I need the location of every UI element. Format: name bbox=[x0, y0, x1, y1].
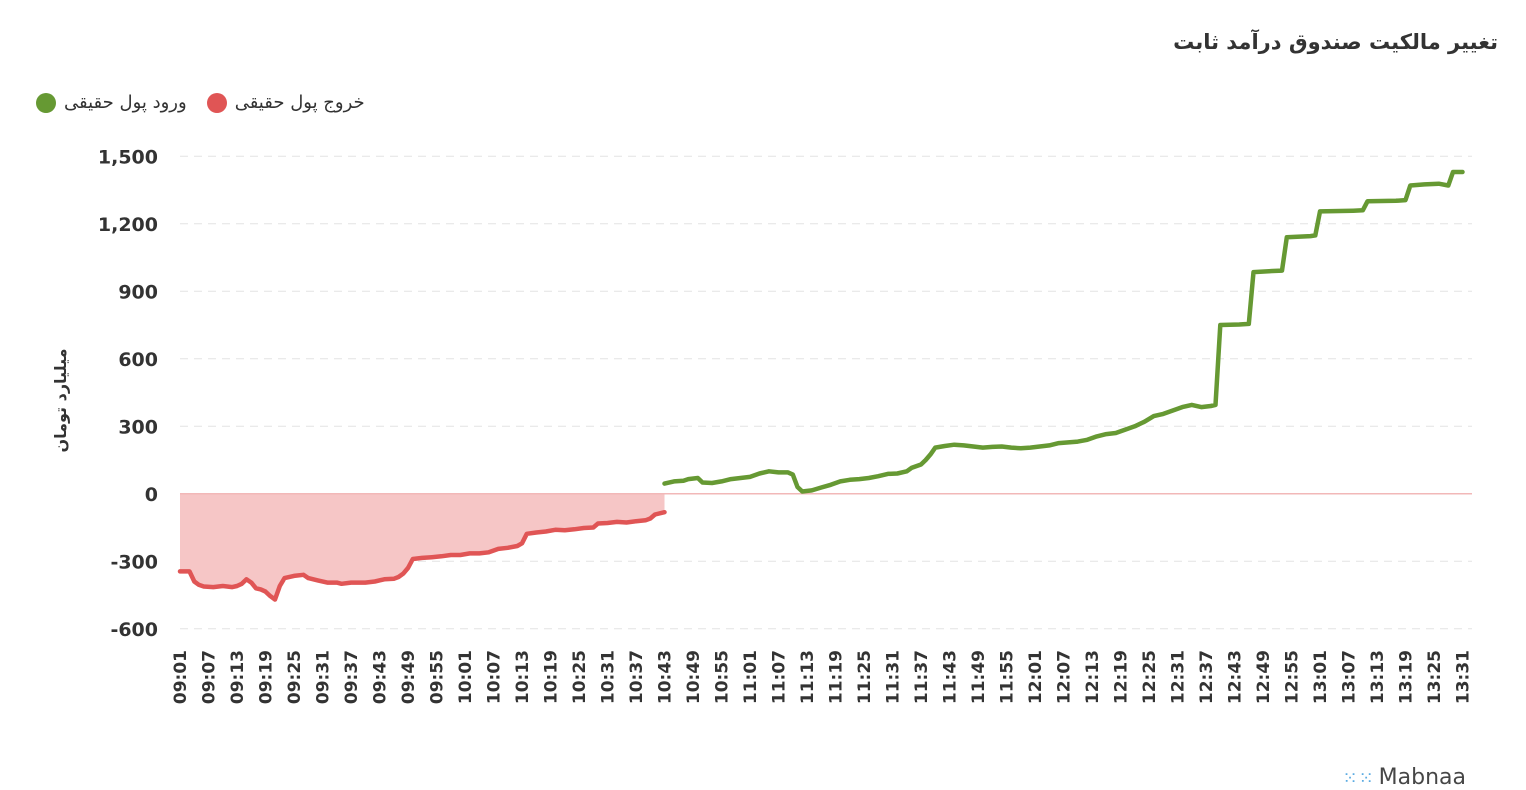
y-tick-label: -600 bbox=[110, 619, 158, 641]
x-tick-label: 11:01 bbox=[741, 650, 761, 704]
x-tick-label: 09:07 bbox=[200, 650, 220, 704]
x-tick-label: 09:19 bbox=[257, 650, 277, 704]
legend-item-outflow[interactable]: خروج پول حقیقی bbox=[206, 92, 365, 113]
y-tick-label: 900 bbox=[118, 281, 158, 303]
x-tick-label: 10:19 bbox=[542, 650, 562, 704]
watermark: ⁙⁙ Mabnaa bbox=[1342, 765, 1466, 790]
x-tick-label: 12:49 bbox=[1254, 650, 1274, 704]
y-axis-label: میلیارد تومان bbox=[51, 348, 70, 452]
x-tick-label: 13:19 bbox=[1397, 650, 1417, 704]
x-tick-label: 11:55 bbox=[998, 650, 1018, 704]
x-tick-label: 10:07 bbox=[485, 650, 505, 704]
watermark-logo-icon: ⁙⁙ bbox=[1342, 768, 1375, 789]
x-tick-label: 10:13 bbox=[513, 650, 533, 704]
x-tick-label: 12:07 bbox=[1055, 650, 1075, 704]
x-tick-label: 12:55 bbox=[1283, 650, 1303, 704]
x-tick-label: 13:31 bbox=[1454, 650, 1474, 704]
x-tick-label: 10:55 bbox=[713, 650, 733, 704]
x-tick-label: 10:43 bbox=[656, 650, 676, 704]
x-tick-label: 11:31 bbox=[884, 650, 904, 704]
y-tick-label: 1,200 bbox=[98, 214, 158, 236]
x-tick-label: 10:01 bbox=[456, 650, 476, 704]
watermark-text: Mabnaa bbox=[1378, 765, 1466, 790]
x-tick-label: 11:25 bbox=[855, 650, 875, 704]
chart-legend: ورود پول حقیقی خروج پول حقیقی bbox=[36, 92, 365, 113]
x-tick-label: 10:37 bbox=[627, 650, 647, 704]
x-tick-label: 10:25 bbox=[570, 650, 590, 704]
x-tick-label: 11:43 bbox=[941, 650, 961, 704]
x-tick-label: 12:31 bbox=[1169, 650, 1189, 704]
outflow-series-line bbox=[177, 509, 667, 602]
x-tick-label: 12:37 bbox=[1197, 650, 1217, 704]
x-tick-label: 09:25 bbox=[285, 650, 305, 704]
y-tick-label: 0 bbox=[145, 484, 158, 506]
x-tick-label: 13:01 bbox=[1311, 650, 1331, 704]
x-tick-label: 09:31 bbox=[314, 650, 334, 704]
y-tick-label: 1,500 bbox=[98, 146, 158, 168]
y-tick-label: -300 bbox=[110, 551, 158, 573]
x-tick-label: 12:01 bbox=[1026, 650, 1046, 704]
x-tick-label: 12:13 bbox=[1083, 650, 1103, 704]
legend-dot-inflow-icon bbox=[36, 92, 56, 113]
y-tick-label: 600 bbox=[118, 349, 158, 371]
x-tick-label: 11:37 bbox=[912, 650, 932, 704]
x-tick-label: 12:25 bbox=[1140, 650, 1160, 704]
chart-title: تغییر مالکیت صندوق درآمد ثابت bbox=[1173, 30, 1498, 54]
x-tick-label: 10:49 bbox=[684, 650, 704, 704]
x-tick-label: 09:49 bbox=[399, 650, 419, 704]
x-tick-label: 09:01 bbox=[171, 650, 191, 704]
x-tick-label: 09:37 bbox=[342, 650, 362, 704]
legend-item-inflow[interactable]: ورود پول حقیقی bbox=[36, 92, 187, 113]
x-tick-label: 09:13 bbox=[228, 650, 248, 704]
x-tick-label: 09:55 bbox=[428, 650, 448, 704]
x-tick-label: 13:07 bbox=[1340, 650, 1360, 704]
y-tick-label: 300 bbox=[118, 416, 158, 438]
legend-dot-outflow-icon bbox=[206, 92, 227, 113]
x-tick-label: 11:49 bbox=[969, 650, 989, 704]
x-tick-label: 12:19 bbox=[1112, 650, 1132, 704]
x-tick-label: 11:07 bbox=[770, 650, 790, 704]
inflow-series-line bbox=[662, 169, 1465, 494]
x-tick-label: 13:13 bbox=[1368, 650, 1388, 704]
x-tick-label: 11:13 bbox=[798, 650, 818, 704]
legend-label-outflow: خروج پول حقیقی bbox=[234, 92, 365, 113]
x-tick-label: 12:43 bbox=[1226, 650, 1246, 704]
x-tick-label: 09:43 bbox=[371, 650, 391, 704]
x-tick-label: 10:31 bbox=[599, 650, 619, 704]
x-tick-label: 11:19 bbox=[827, 650, 847, 704]
x-tick-label: 13:25 bbox=[1425, 650, 1445, 704]
legend-label-inflow: ورود پول حقیقی bbox=[64, 92, 187, 113]
